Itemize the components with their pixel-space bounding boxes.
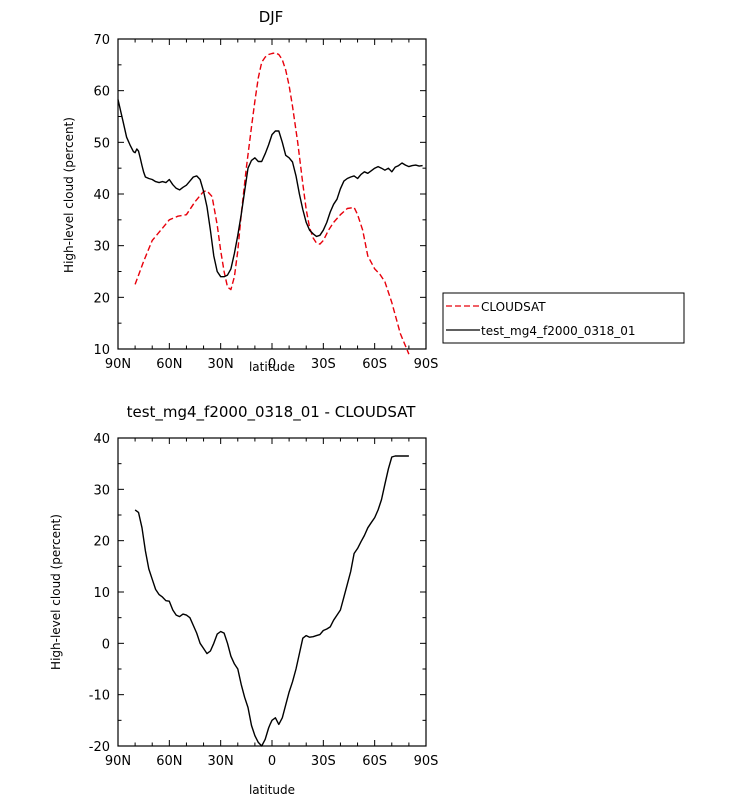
top-series-line-0: [134, 52, 410, 355]
top-y-tick-label: 50: [93, 136, 110, 151]
bottom-y-ticks: -20 -10 0 10 20 30 40: [89, 432, 426, 755]
bottom-y-tick-label: 10: [93, 586, 110, 601]
top-x-tick-label: 90S: [414, 357, 439, 372]
bottom-x-tick-label: 90N: [105, 754, 131, 769]
legend-label-test-mg4: test_mg4_f2000_0318_01: [481, 324, 636, 338]
bottom-x-tick-label: 30S: [311, 754, 336, 769]
bottom-x-tick-label: 60N: [156, 754, 182, 769]
bottom-y-axis-label: High-level cloud (percent): [49, 514, 63, 670]
bottom-plot-frame: [117, 437, 427, 747]
top-y-axis-label: High-level cloud (percent): [62, 117, 76, 273]
bottom-x-tick-label: 90S: [414, 754, 439, 769]
bottom-x-tick-label: 60S: [362, 754, 387, 769]
bottom-y-tick-label: 30: [93, 483, 110, 498]
bottom-y-tick-label: -10: [89, 689, 110, 704]
top-x-axis-label: latitude: [249, 360, 295, 374]
bottom-y-tick-label: 0: [102, 637, 110, 652]
top-series-line-1: [117, 99, 423, 278]
top-x-tick-label: 60N: [156, 357, 182, 372]
top-x-tick-label: 90N: [105, 357, 131, 372]
bottom-x-tick-label: 0: [268, 754, 276, 769]
top-y-tick-label: 10: [93, 343, 110, 358]
top-x-tick-label: 0: [268, 357, 276, 372]
top-y-tick-label: 60: [93, 85, 110, 100]
legend-label-cloudsat: CLOUDSAT: [481, 300, 546, 314]
top-y-tick-label: 70: [93, 33, 110, 48]
bottom-y-tick-label: 40: [93, 432, 110, 447]
top-x-ticks: 90N 60N 30N 0 30S 60S 90S: [105, 39, 439, 372]
top-x-tick-label: 30S: [311, 357, 336, 372]
top-x-tick-label: 30N: [208, 357, 234, 372]
legend: CLOUDSAT test_mg4_f2000_0318_01: [442, 292, 685, 344]
bottom-series-lines: [134, 455, 409, 747]
bottom-x-ticks: 90N 60N 30N 0 30S 60S 90S: [105, 438, 439, 769]
legend-box: [442, 292, 685, 344]
bottom-y-tick-label: 20: [93, 535, 110, 550]
top-y-ticks: 10 20 30 40 50 60 70: [93, 33, 426, 358]
top-chart-title: DJF: [259, 8, 284, 26]
top-series-lines: [117, 52, 423, 355]
bottom-series-line-0: [134, 455, 409, 747]
top-chart: DJF 90N 60N 30N 0 30S 60S 90S 10 20 30 40 50 60 70 l…: [62, 8, 438, 374]
top-x-tick-label: 60S: [362, 357, 387, 372]
bottom-x-tick-label: 30N: [208, 754, 234, 769]
bottom-chart-title: test_mg4_f2000_0318_01 - CLOUDSAT: [127, 403, 417, 422]
bottom-y-tick-label: -20: [89, 740, 110, 755]
bottom-chart: test_mg4_f2000_0318_01 - CLOUDSAT 90N 60N…: [49, 403, 438, 797]
top-y-tick-label: 30: [93, 240, 110, 255]
bottom-x-axis-label: latitude: [249, 783, 295, 797]
top-y-tick-label: 40: [93, 188, 110, 203]
top-plot-frame: [117, 38, 427, 350]
top-y-tick-label: 20: [93, 291, 110, 306]
